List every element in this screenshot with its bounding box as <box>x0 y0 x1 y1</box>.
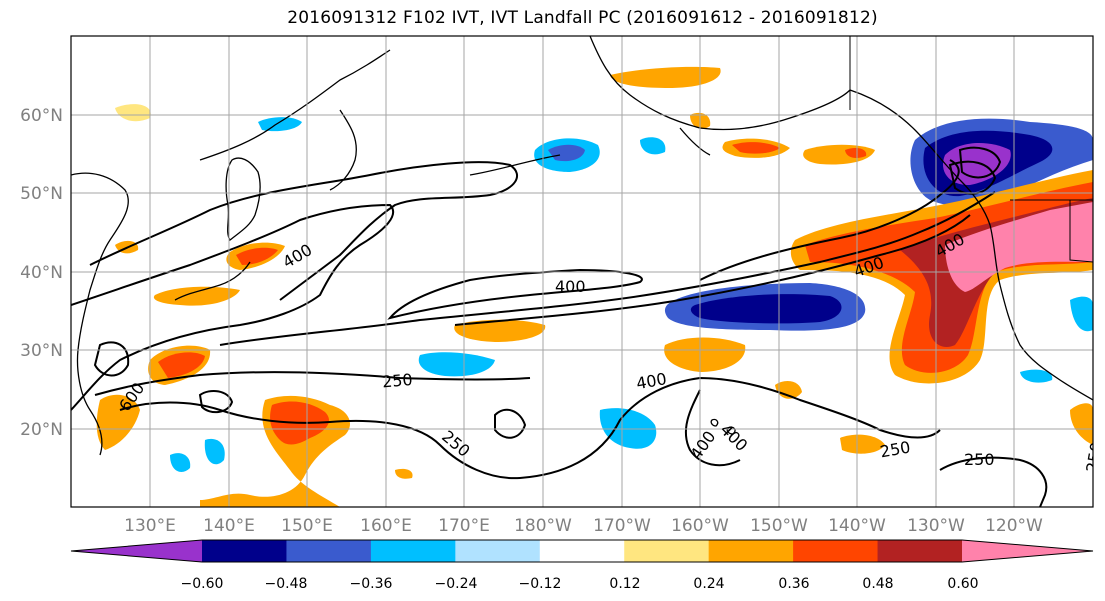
lon-label: 140°E <box>203 516 255 536</box>
lat-label: 40°N <box>20 263 63 283</box>
colorbar-segment <box>793 540 879 562</box>
longitude-labels: 130°E 140°E 150°E 160°E 170°E 180°W 170°… <box>124 516 1043 536</box>
lon-label: 140°W <box>828 516 886 536</box>
ivt-anomaly-shading <box>96 66 1093 507</box>
lat-label: 60°N <box>20 106 63 126</box>
borders <box>849 36 1093 263</box>
lon-label: 120°W <box>985 516 1043 536</box>
colorbar-tick: −0.12 <box>519 576 562 592</box>
colorbar-tick: 0.48 <box>862 576 893 592</box>
colorbar-segment <box>455 540 541 562</box>
colorbar-segment <box>539 540 625 562</box>
contour-label: 250 <box>964 450 995 469</box>
colorbar-tick: 0.24 <box>693 576 724 592</box>
colorbar-outline <box>70 539 1094 563</box>
map-frame <box>70 35 1094 508</box>
lon-label: 130°W <box>907 516 965 536</box>
contour-label: 400 <box>555 277 586 296</box>
colorbar-tick: −0.60 <box>181 576 224 592</box>
colorbar-segment <box>708 540 794 562</box>
lat-label: 20°N <box>20 420 63 440</box>
colorbar-tick: −0.48 <box>265 576 308 592</box>
lat-label: 50°N <box>20 184 63 204</box>
colorbar-segment <box>286 540 372 562</box>
gridlines <box>71 36 1093 507</box>
contour-label: 250 <box>1082 441 1105 474</box>
colorbar-segment <box>877 540 963 562</box>
contour-label: 250 <box>381 370 413 392</box>
colorbar-tick: 0.60 <box>947 576 978 592</box>
latitude-labels: 60°N 50°N 40°N 30°N 20°N <box>20 106 63 440</box>
lon-label: 150°E <box>281 516 333 536</box>
ivt-contours <box>71 146 1048 507</box>
colorbar <box>70 539 1094 563</box>
colorbar-segment <box>202 540 287 562</box>
map-title: 2016091312 F102 IVT, IVT Landfall PC (20… <box>287 8 878 28</box>
map-area: 400 400 400 400 400 400 400 600 250 250 … <box>71 36 1105 507</box>
lon-label: 160°W <box>671 516 729 536</box>
colorbar-segment <box>624 540 710 562</box>
colorbar-segment <box>370 540 456 562</box>
lon-label: 160°E <box>360 516 412 536</box>
lon-label: 130°E <box>124 516 176 536</box>
lon-label: 170°E <box>438 516 490 536</box>
colorbar-tick: 0.36 <box>778 576 809 592</box>
colorbar-tick: −0.36 <box>350 576 393 592</box>
lon-label: 170°W <box>593 516 651 536</box>
colorbar-extend-min <box>71 540 202 562</box>
colorbar-tick: 0.12 <box>609 576 640 592</box>
colorbar-ticks: −0.60 −0.48 −0.36 −0.24 −0.12 0.12 0.24 … <box>181 576 979 592</box>
lon-label: 180°W <box>514 516 572 536</box>
colorbar-extend-max <box>962 540 1093 562</box>
lat-label: 30°N <box>20 341 63 361</box>
colorbar-tick: −0.24 <box>435 576 478 592</box>
lon-label: 150°W <box>750 516 808 536</box>
